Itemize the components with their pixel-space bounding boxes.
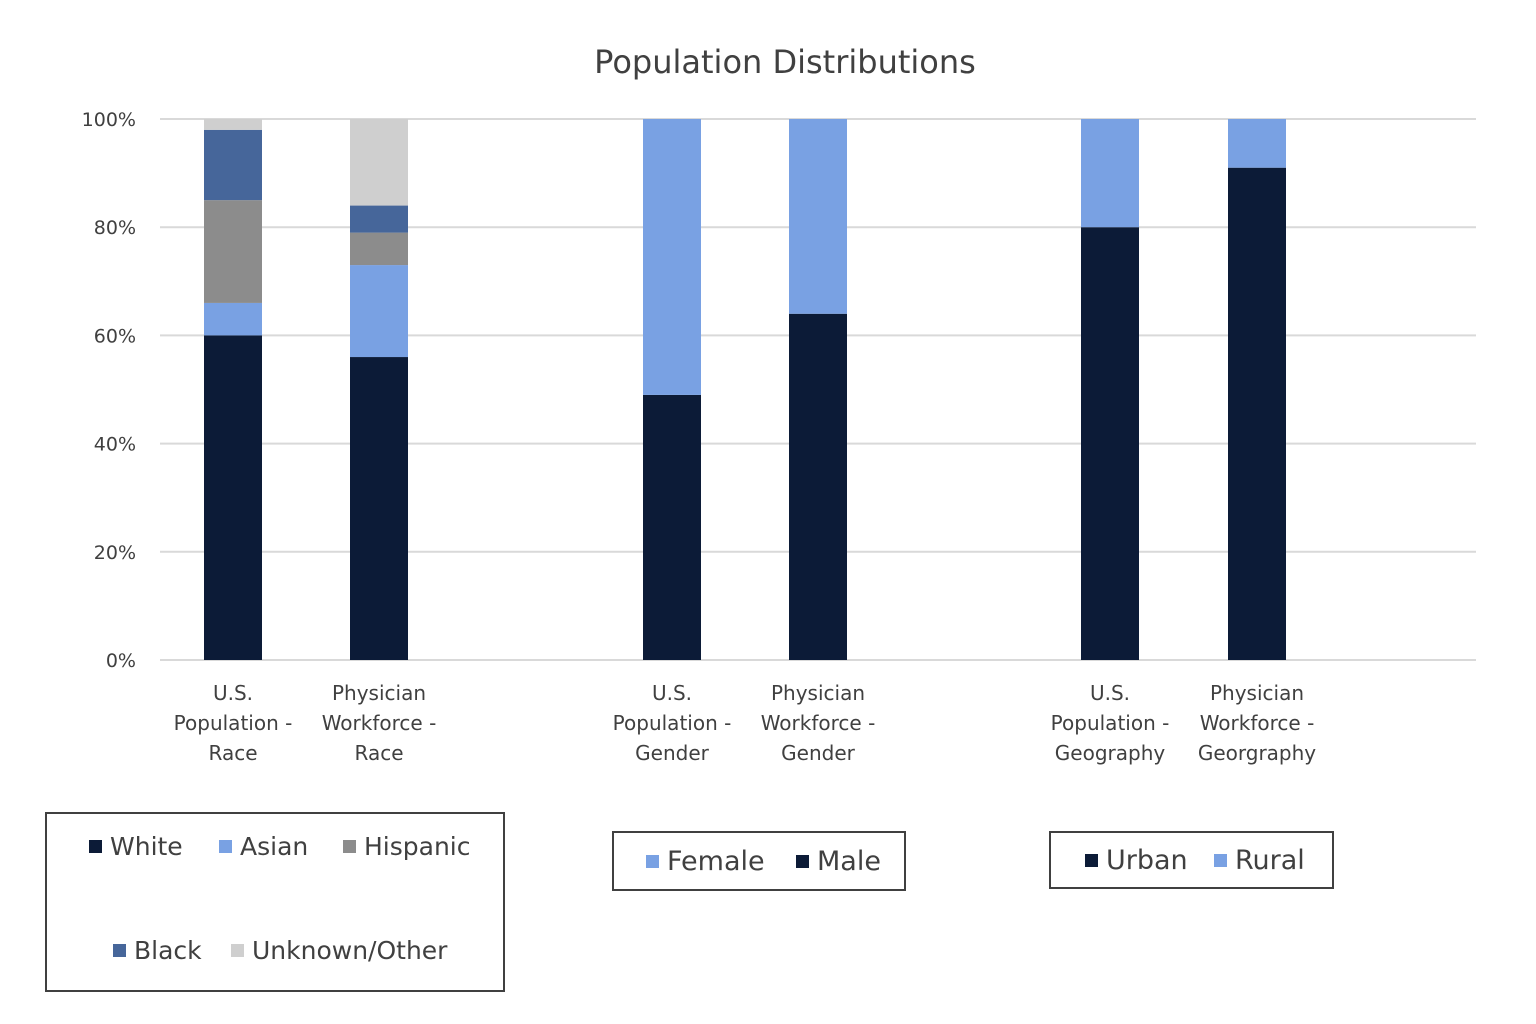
legend-gender: Female Male bbox=[612, 831, 906, 891]
legend-item-male: Male bbox=[796, 846, 881, 877]
bar-segment-urban bbox=[1228, 167, 1286, 660]
bar-segment-black bbox=[350, 205, 408, 233]
legend-item-female: Female bbox=[646, 846, 765, 877]
legend-swatch bbox=[231, 944, 244, 957]
x-axis-labels: U.S. Population - Race Physician Workforce -… bbox=[174, 681, 1317, 765]
x-category-label: Population - bbox=[1051, 711, 1170, 735]
bar-segment-black bbox=[204, 129, 262, 201]
x-category-label: Gender bbox=[635, 741, 709, 765]
bar-segment-unknown-other bbox=[350, 119, 408, 206]
x-category-label: Physician bbox=[771, 681, 865, 705]
legend-item-rural: Rural bbox=[1214, 845, 1305, 876]
bar-segment-asian bbox=[204, 302, 262, 336]
legend-item-unknown-other: Unknown/Other bbox=[231, 936, 447, 965]
x-category-label: Population - bbox=[174, 711, 293, 735]
legend-swatch bbox=[89, 840, 102, 853]
bar-segment-hispanic bbox=[350, 232, 408, 266]
bar-segment-male bbox=[789, 313, 847, 660]
legend-label: Male bbox=[817, 846, 881, 877]
x-category-label: Workforce - bbox=[322, 711, 437, 735]
legend-label: Asian bbox=[240, 832, 309, 861]
bar-segment-female bbox=[643, 119, 701, 395]
x-category-label: Workforce - bbox=[761, 711, 876, 735]
legend-swatch bbox=[343, 840, 356, 853]
bar-segment-unknown-other bbox=[204, 119, 262, 130]
x-category-label: U.S. bbox=[213, 681, 253, 705]
bar-segment-male bbox=[643, 394, 701, 660]
x-category-label: Physician bbox=[1210, 681, 1304, 705]
bars bbox=[204, 119, 1286, 660]
x-category-label: Geography bbox=[1055, 741, 1166, 765]
legend-swatch bbox=[113, 944, 126, 957]
bar-segment-white bbox=[350, 357, 408, 660]
legend-item-white: White bbox=[89, 832, 183, 861]
legend-item-hispanic: Hispanic bbox=[343, 832, 471, 861]
bar-segment-rural bbox=[1081, 119, 1139, 228]
y-tick-label: 20% bbox=[94, 542, 136, 564]
bar-segment-asian bbox=[350, 265, 408, 358]
bar-segment-hispanic bbox=[204, 200, 262, 303]
legend-label: White bbox=[110, 832, 183, 861]
bar-segment-white bbox=[204, 335, 262, 660]
x-category-label: U.S. bbox=[652, 681, 692, 705]
legend-label: Female bbox=[667, 846, 765, 877]
chart-title: Population Distributions bbox=[594, 43, 976, 81]
legend-item-black: Black bbox=[113, 936, 202, 965]
y-tick-label: 60% bbox=[94, 325, 136, 347]
legend-label: Hispanic bbox=[364, 832, 471, 861]
legend-swatch bbox=[646, 855, 659, 868]
x-category-label: U.S. bbox=[1090, 681, 1130, 705]
x-category-label: Population - bbox=[613, 711, 732, 735]
legend-swatch bbox=[1214, 854, 1227, 867]
legend-swatch bbox=[1085, 854, 1098, 867]
y-tick-label: 80% bbox=[94, 217, 136, 239]
legend-swatch bbox=[796, 855, 809, 868]
x-category-label: Georgraphy bbox=[1198, 741, 1316, 765]
x-category-label: Gender bbox=[781, 741, 855, 765]
x-category-label: Race bbox=[208, 741, 257, 765]
y-tick-label: 0% bbox=[106, 650, 136, 672]
bar-segment-urban bbox=[1081, 227, 1139, 660]
legend-race: White Asian Hispanic Black Unknown/Other bbox=[45, 812, 505, 992]
legend-label: Urban bbox=[1106, 845, 1188, 876]
bar-segment-female bbox=[789, 119, 847, 314]
legend-swatch bbox=[219, 840, 232, 853]
legend-item-urban: Urban bbox=[1085, 845, 1188, 876]
x-category-label: Physician bbox=[332, 681, 426, 705]
legend-label: Unknown/Other bbox=[252, 936, 448, 965]
y-tick-label: 100% bbox=[82, 109, 136, 131]
x-category-label: Workforce - bbox=[1200, 711, 1315, 735]
x-category-label: Race bbox=[354, 741, 403, 765]
y-tick-label: 40% bbox=[94, 434, 136, 456]
legend-label: Rural bbox=[1235, 845, 1305, 876]
bar-segment-rural bbox=[1228, 119, 1286, 168]
legend-item-asian: Asian bbox=[219, 832, 308, 861]
y-axis-ticks: 0% 20% 40% 60% 80% 100% bbox=[82, 109, 136, 672]
legend-label: Black bbox=[134, 936, 202, 965]
legend-geography: Urban Rural bbox=[1049, 831, 1334, 889]
